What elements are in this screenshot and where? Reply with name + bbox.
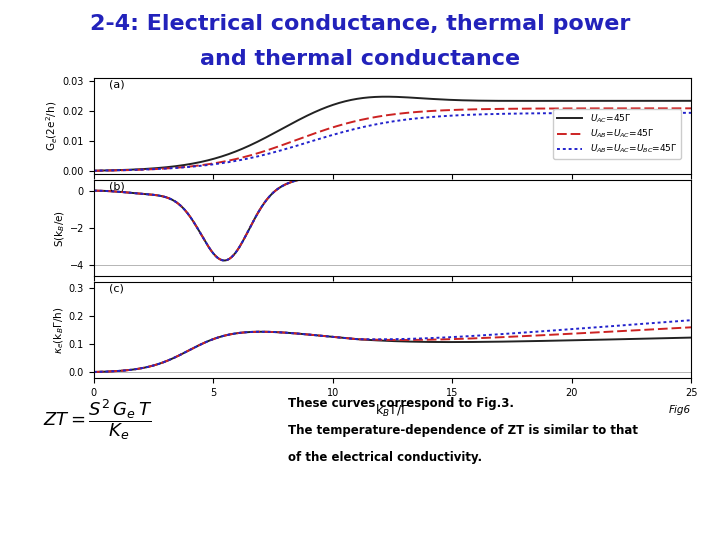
Y-axis label: G$_e$(2e$^2$/h): G$_e$(2e$^2$/h) (44, 102, 60, 151)
Text: These curves correspond to Fig.3.: These curves correspond to Fig.3. (288, 397, 514, 410)
Text: (c): (c) (109, 284, 123, 294)
X-axis label: k$_B$T/$\Gamma$: k$_B$T/$\Gamma$ (375, 403, 410, 420)
Text: (a): (a) (109, 80, 124, 90)
Y-axis label: S(k$_B$/e): S(k$_B$/e) (53, 210, 67, 247)
Text: $ZT = \dfrac{S^2\,G_e\,T}{K_e}$: $ZT = \dfrac{S^2\,G_e\,T}{K_e}$ (43, 397, 153, 442)
Text: of the electrical conductivity.: of the electrical conductivity. (288, 451, 482, 464)
Text: and thermal conductance: and thermal conductance (200, 49, 520, 69)
Legend: $U_{AC}$=45$\Gamma$, $U_{AB}$=$U_{AC}$=45$\Gamma$, $U_{AB}$=$U_{AC}$=$U_{BC}$=45: $U_{AC}$=45$\Gamma$, $U_{AB}$=$U_{AC}$=4… (554, 109, 680, 159)
Text: The temperature-dependence of ZT is similar to that: The temperature-dependence of ZT is simi… (288, 424, 638, 437)
Text: 2-4: Electrical conductance, thermal power: 2-4: Electrical conductance, thermal pow… (90, 14, 630, 33)
Text: (b): (b) (109, 182, 125, 192)
Y-axis label: $\kappa_e$(k$_B$$\Gamma$/h): $\kappa_e$(k$_B$$\Gamma$/h) (52, 306, 66, 354)
Text: Fig6: Fig6 (669, 405, 691, 415)
